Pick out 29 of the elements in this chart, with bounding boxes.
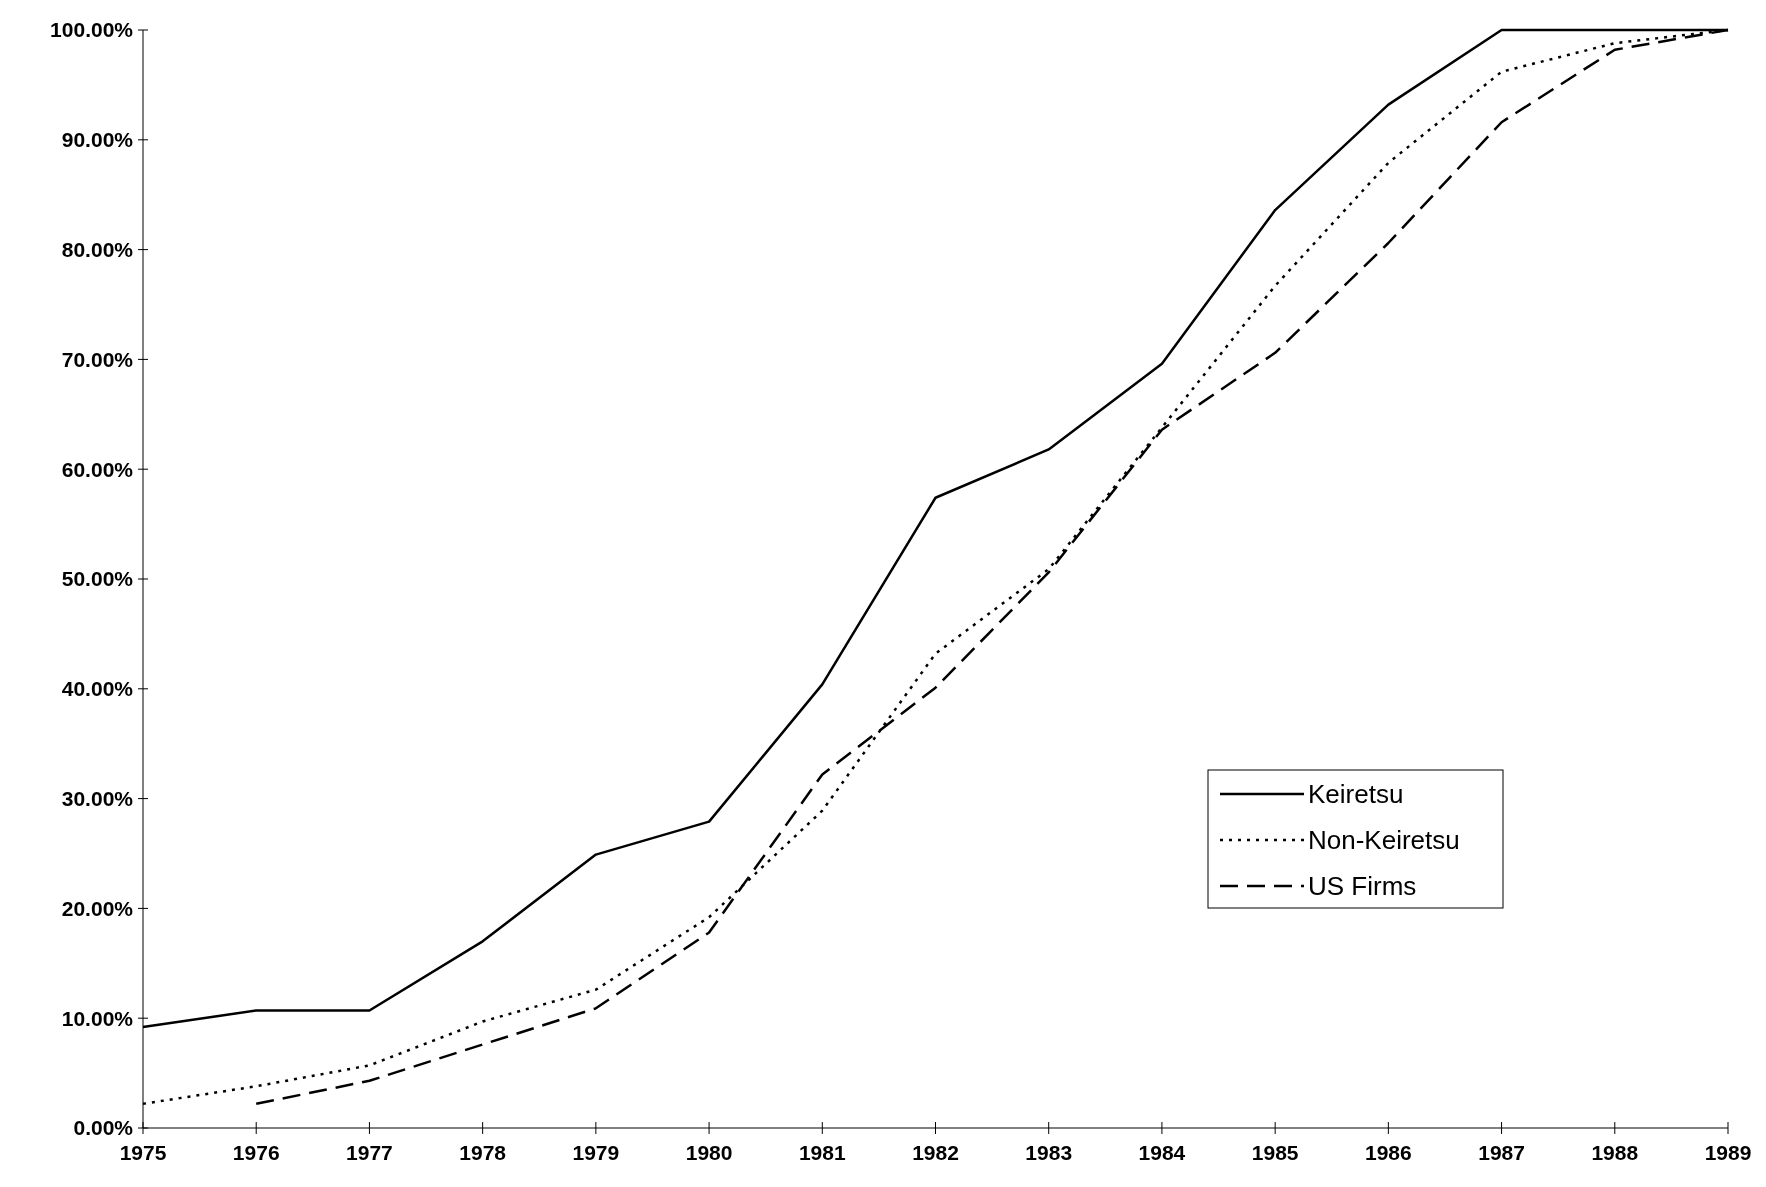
y-tick-label: 50.00% (61, 567, 134, 591)
y-tick-label: 60.00% (61, 457, 134, 481)
x-tick-label: 1985 (1251, 1141, 1299, 1164)
y-tick-label: 40.00% (61, 677, 134, 701)
y-tick-label: 20.00% (61, 896, 134, 920)
x-tick-label: 1989 (1704, 1141, 1752, 1164)
y-tick-label: 10.00% (61, 1006, 134, 1030)
x-tick-label: 1976 (232, 1141, 280, 1164)
x-tick-label: 1986 (1365, 1141, 1412, 1164)
x-tick-label: 1988 (1591, 1141, 1639, 1164)
x-tick-label: 1975 (119, 1141, 167, 1164)
x-tick-label: 1980 (685, 1141, 733, 1164)
legend-label: Non-Keiretsu (1308, 825, 1460, 856)
legend-label: US Firms (1308, 871, 1417, 902)
y-tick-label: 0.00% (73, 1116, 134, 1140)
x-tick-label: 1981 (798, 1141, 846, 1164)
y-tick-label: 80.00% (61, 237, 134, 261)
y-tick-label: 70.00% (61, 347, 134, 371)
x-tick-label: 1982 (912, 1141, 959, 1164)
x-tick-label: 1987 (1478, 1141, 1525, 1164)
legend-label: Keiretsu (1308, 779, 1404, 810)
x-tick-label: 1983 (1025, 1141, 1073, 1164)
x-tick-label: 1978 (459, 1141, 507, 1164)
x-tick-label: 1977 (346, 1141, 393, 1164)
x-tick-label: 1979 (572, 1141, 620, 1164)
y-tick-label: 30.00% (61, 786, 134, 810)
y-tick-label: 100.00% (50, 18, 134, 42)
y-tick-label: 90.00% (61, 128, 134, 152)
x-tick-label: 1984 (1138, 1141, 1186, 1164)
